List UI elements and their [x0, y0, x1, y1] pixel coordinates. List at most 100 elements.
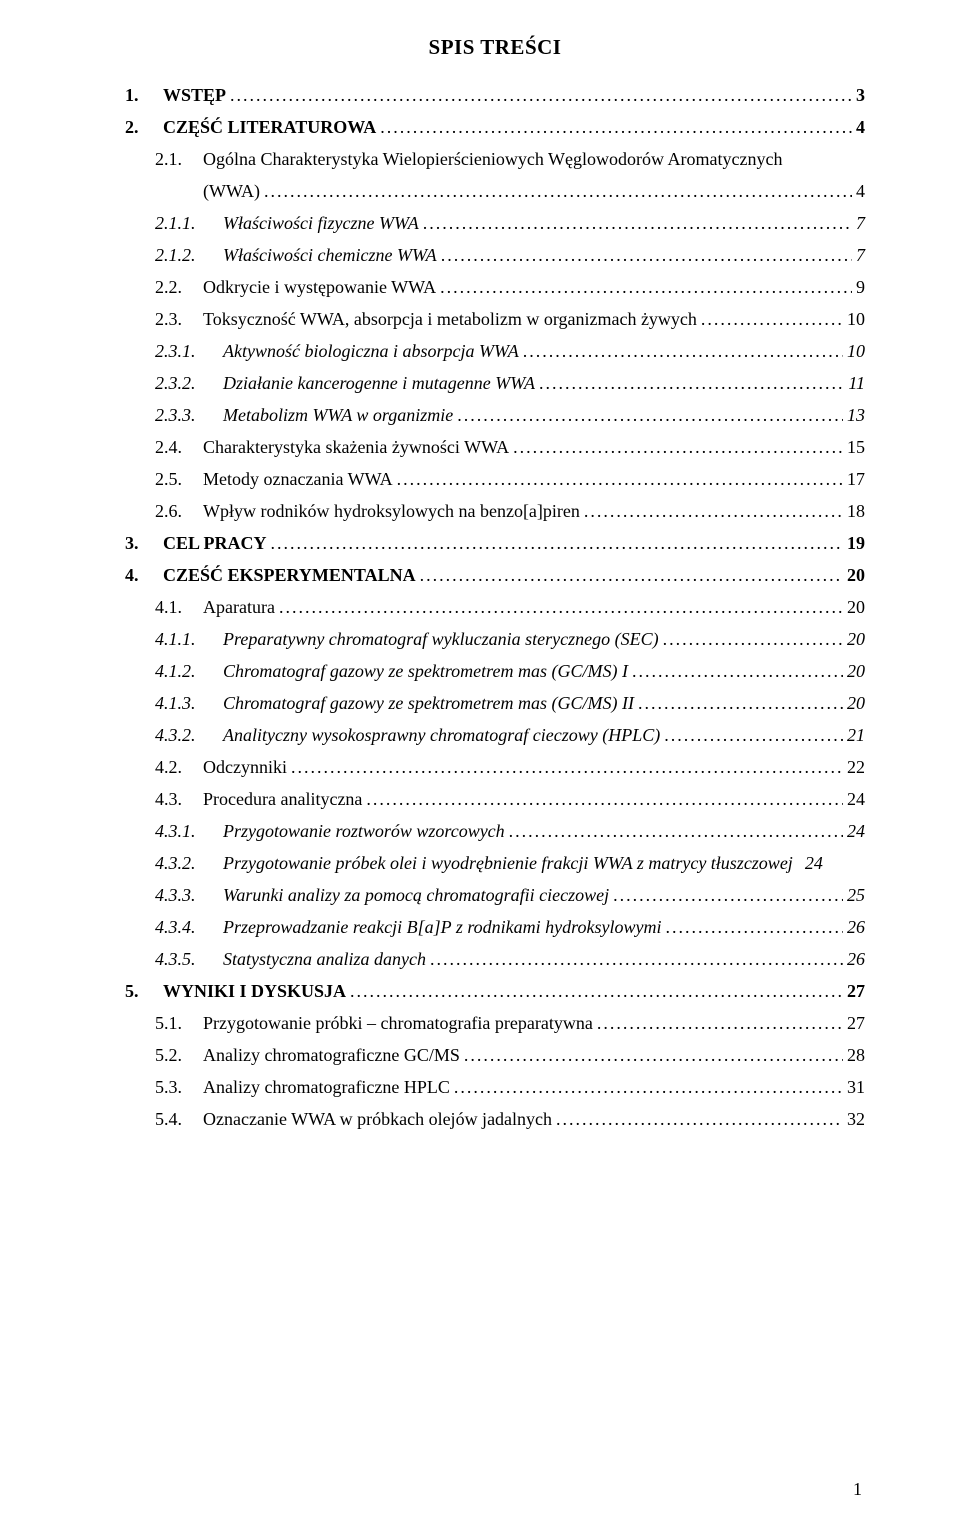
toc-leader — [441, 246, 852, 264]
toc-text: Metabolizm WWA w organizmie — [223, 406, 457, 424]
toc-text: Metody oznaczania WWA — [203, 470, 397, 488]
toc-row: 2.4.Charakterystyka skażenia żywności WW… — [125, 438, 865, 456]
toc-text: Właściwości fizyczne WWA — [223, 214, 423, 232]
toc-number: 2.3.2. — [155, 374, 223, 392]
toc-row: 4.1.1.Preparatywny chromatograf wyklucza… — [125, 630, 865, 648]
toc-leader — [380, 118, 852, 136]
toc-page: 20 — [843, 598, 865, 616]
toc-page: 24 — [843, 790, 865, 808]
toc-row: 2.1.1.Właściwości fizyczne WWA 7 — [125, 214, 865, 232]
toc-page: 4 — [852, 182, 865, 200]
page-title: SPIS TREŚCI — [125, 35, 865, 60]
toc-leader — [230, 86, 852, 104]
toc-row: 4.3.5.Statystyczna analiza danych 26 — [125, 950, 865, 968]
page-number: 1 — [853, 1479, 862, 1500]
toc-row: 2.CZĘŚĆ LITERATUROWA4 — [125, 118, 865, 136]
toc-number: 5.3. — [155, 1078, 203, 1096]
toc-number: 4.1. — [155, 598, 203, 616]
toc-number: 4.1.3. — [155, 694, 223, 712]
toc-leader — [457, 406, 843, 424]
toc-text: Przygotowanie próbek olei i wyodrębnieni… — [223, 854, 797, 872]
toc-text: CZEŚĆ EKSPERYMENTALNA — [163, 566, 420, 584]
toc-page: 26 — [843, 950, 865, 968]
toc-text: Przeprowadzanie reakcji B[a]P z rodnikam… — [223, 918, 665, 936]
toc-number: 2.4. — [155, 438, 203, 456]
toc-page: 26 — [843, 918, 865, 936]
toc-leader — [513, 438, 843, 456]
toc-row: 4.3.2.Przygotowanie próbek olei i wyodrę… — [125, 854, 865, 872]
toc-leader — [638, 694, 843, 712]
toc-page: 9 — [852, 278, 865, 296]
toc-number: 5.4. — [155, 1110, 203, 1128]
toc-leader — [423, 214, 852, 232]
toc-leader — [613, 886, 843, 904]
toc-number: 2.1.1. — [155, 214, 223, 232]
toc-page: 11 — [844, 374, 865, 392]
toc-row: 2.3.1.Aktywność biologiczna i absorpcja … — [125, 342, 865, 360]
toc-text: Odkrycie i występowanie WWA — [203, 278, 440, 296]
toc-row: 5.3.Analizy chromatograficzne HPLC 31 — [125, 1078, 865, 1096]
toc-page: 32 — [843, 1110, 865, 1128]
toc-page: 19 — [843, 534, 865, 552]
toc-row: 4.3.1.Przygotowanie roztworów wzorcowych… — [125, 822, 865, 840]
toc-number: 2.2. — [155, 278, 203, 296]
toc-container: 1.WSTĘP32.CZĘŚĆ LITERATUROWA42.1.Ogólna … — [125, 86, 865, 1128]
toc-row: 5.2.Analizy chromatograficzne GC/MS28 — [125, 1046, 865, 1064]
toc-text: Wpływ rodników hydroksylowych na benzo[a… — [203, 502, 584, 520]
toc-text: Statystyczna analiza danych — [223, 950, 430, 968]
toc-number: 4.1.1. — [155, 630, 223, 648]
toc-number: 2. — [125, 118, 163, 136]
toc-leader — [584, 502, 843, 520]
toc-number: 2.5. — [155, 470, 203, 488]
toc-page: 13 — [843, 406, 865, 424]
toc-number: 2.1.2. — [155, 246, 223, 264]
toc-page: 20 — [843, 662, 865, 680]
toc-number: 5. — [125, 982, 163, 1000]
toc-text: WYNIKI I DYSKUSJA — [163, 982, 350, 1000]
toc-page: 7 — [852, 246, 865, 264]
toc-row: 2.5.Metody oznaczania WWA17 — [125, 470, 865, 488]
toc-text: Warunki analizy za pomocą chromatografii… — [223, 886, 613, 904]
toc-row: 2.1.2.Właściwości chemiczne WWA7 — [125, 246, 865, 264]
toc-page: 7 — [852, 214, 865, 232]
toc-row: 2.3.3.Metabolizm WWA w organizmie 13 — [125, 406, 865, 424]
toc-text: Oznaczanie WWA w próbkach olejów jadalny… — [203, 1110, 556, 1128]
toc-text: Aparatura — [203, 598, 279, 616]
toc-row: 4.2.Odczynniki22 — [125, 758, 865, 776]
toc-page: 25 — [843, 886, 865, 904]
toc-text: Procedura analityczna — [203, 790, 366, 808]
toc-number: 2.3.3. — [155, 406, 223, 424]
toc-number: 3. — [125, 534, 163, 552]
toc-page: 15 — [843, 438, 865, 456]
toc-text: Toksyczność WWA, absorpcja i metabolizm … — [203, 310, 701, 328]
toc-page: 21 — [843, 726, 865, 744]
toc-text: Analizy chromatograficzne HPLC — [203, 1078, 454, 1096]
toc-text: WSTĘP — [163, 86, 230, 104]
toc-text: Analizy chromatograficzne GC/MS — [203, 1046, 464, 1064]
toc-page: 24 — [843, 822, 865, 840]
toc-page: 27 — [843, 982, 865, 1000]
toc-page: 20 — [843, 694, 865, 712]
toc-leader — [397, 470, 843, 488]
toc-leader — [663, 630, 843, 648]
toc-page: 31 — [843, 1078, 865, 1096]
toc-row: 4.3.4.Przeprowadzanie reakcji B[a]P z ro… — [125, 918, 865, 936]
toc-number: 4.3.5. — [155, 950, 223, 968]
toc-leader — [420, 566, 843, 584]
toc-row: 4.1.2.Chromatograf gazowy ze spektrometr… — [125, 662, 865, 680]
toc-text: Charakterystyka skażenia żywności WWA — [203, 438, 513, 456]
toc-text: Aktywność biologiczna i absorpcja WWA — [223, 342, 523, 360]
toc-page: 22 — [843, 758, 865, 776]
toc-row: 4.1.3.Chromatograf gazowy ze spektrometr… — [125, 694, 865, 712]
page: SPIS TREŚCI 1.WSTĘP32.CZĘŚĆ LITERATUROWA… — [0, 0, 960, 1534]
toc-leader — [440, 278, 852, 296]
toc-number: 2.1. — [155, 150, 203, 168]
toc-row: 1.WSTĘP3 — [125, 86, 865, 104]
toc-number: 5.1. — [155, 1014, 203, 1032]
toc-row: 4.CZEŚĆ EKSPERYMENTALNA20 — [125, 566, 865, 584]
toc-page: 4 — [852, 118, 865, 136]
toc-row: 2.6.Wpływ rodników hydroksylowych na ben… — [125, 502, 865, 520]
toc-page: 3 — [852, 86, 865, 104]
toc-row: 5.1.Przygotowanie próbki – chromatografi… — [125, 1014, 865, 1032]
toc-page: 27 — [843, 1014, 865, 1032]
